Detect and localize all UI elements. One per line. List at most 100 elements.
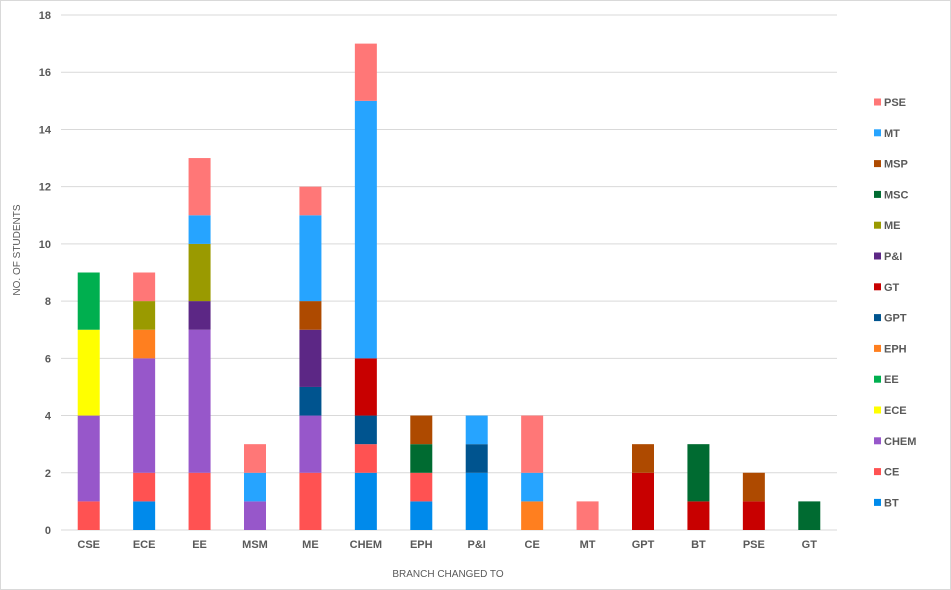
bar-segment-P&I-BT — [465, 472, 488, 530]
legend-label: P&I — [884, 251, 902, 263]
legend-item-MSP: MSP — [874, 159, 908, 171]
legend-swatch — [874, 375, 881, 383]
legend-label: MT — [884, 128, 900, 140]
legend-swatch — [874, 129, 881, 137]
bar-segment-EE-CHEM — [188, 329, 211, 473]
legend-item-EE: EE — [874, 374, 899, 386]
x-tick-label: ME — [302, 539, 319, 551]
bar-segment-GT-MSC — [798, 501, 821, 530]
y-tick-label: 4 — [45, 411, 52, 423]
legend-label: ECE — [884, 405, 907, 417]
legend-swatch — [874, 437, 881, 445]
y-tick-label: 16 — [39, 67, 51, 79]
bar-segment-CHEM-CE — [354, 444, 377, 473]
bar-segment-ECE-BT — [133, 501, 156, 530]
x-tick-label: GPT — [632, 539, 655, 551]
bar-segment-GPT-GT — [632, 472, 654, 530]
legend-label: EPH — [884, 343, 907, 355]
bar-segment-ECE-EPH — [133, 329, 156, 359]
bar-segment-PSE-MSP — [742, 472, 765, 502]
legend-swatch — [874, 160, 881, 168]
bar-segment-EE-ME — [188, 243, 211, 302]
x-tick-label: BT — [691, 539, 706, 551]
y-tick-labels: 0 2 4 6 8 10 12 14 16 18 — [39, 10, 52, 537]
legend-swatch — [874, 190, 881, 198]
legend-item-BT: BT — [874, 497, 899, 509]
bar-segment-EE-CE — [188, 472, 211, 530]
bar-segment-CHEM-GPT — [354, 415, 377, 445]
legend-swatch — [874, 498, 881, 506]
bar-segment-CHEM-BT — [354, 472, 377, 530]
y-tick-label: 14 — [39, 124, 52, 136]
bar-segment-EE-PSE — [188, 158, 211, 216]
bar-segment-GPT-MSP — [632, 444, 654, 473]
legend-item-MT: MT — [874, 128, 900, 140]
y-tick-label: 12 — [39, 182, 51, 194]
legend-item-P&I: P&I — [874, 251, 902, 263]
bar-segment-ME-P&I — [299, 329, 322, 387]
legend-swatch — [874, 252, 881, 260]
x-tick-label: GT — [802, 539, 818, 551]
bar-segment-ECE-PSE — [133, 272, 156, 302]
bar-segment-CSE-CE — [77, 501, 100, 530]
legend-item-CE: CE — [874, 467, 899, 479]
legend-label: PSE — [884, 97, 906, 109]
bar-segment-MT-PSE — [576, 501, 599, 530]
bar-segment-ECE-CE — [133, 472, 156, 502]
bar-segment-P&I-MT — [465, 415, 488, 445]
x-axis-label: BRANCH CHANGED TO — [392, 569, 504, 580]
bar-segment-EPH-CE — [410, 472, 433, 502]
bar-segment-MSM-MT — [244, 472, 266, 502]
bar-segment-MSM-CHEM — [244, 501, 266, 530]
legend-item-MSC: MSC — [874, 189, 909, 201]
legend-swatch — [874, 98, 881, 106]
legend-label: ME — [884, 220, 901, 232]
legend-swatch — [874, 468, 881, 476]
legend-item-CHEM: CHEM — [874, 436, 916, 448]
legend-swatch — [874, 344, 881, 352]
y-tick-label: 10 — [39, 239, 51, 251]
bar-segment-CHEM-PSE — [354, 43, 377, 101]
legend-label: BT — [884, 497, 899, 509]
bar-segment-ECE-ME — [133, 301, 156, 330]
bar-segment-CHEM-GT — [354, 358, 377, 416]
bar-segment-EPH-BT — [410, 501, 433, 530]
legend-item-GPT: GPT — [874, 313, 907, 325]
legend-item-PSE: PSE — [874, 97, 906, 109]
legend-label: CE — [884, 467, 899, 479]
bar-segment-CE-PSE — [521, 415, 544, 473]
x-tick-label: PSE — [743, 539, 765, 551]
bar-segment-BT-MSC — [687, 444, 710, 502]
bar-segment-P&I-GPT — [465, 444, 488, 473]
y-tick-label: 8 — [45, 296, 51, 308]
x-tick-labels: CSE ECE EE MSM ME CHEM EPH P&I CE MT GPT BT PSE GT — [77, 539, 817, 551]
x-tick-label: CSE — [77, 539, 100, 551]
bar-segment-ME-CE — [299, 472, 322, 530]
y-axis-label: NO. OF STUDENTS — [12, 204, 23, 295]
legend-swatch — [874, 314, 881, 322]
bar-segment-EPH-MSP — [410, 415, 433, 445]
bar-segment-ECE-CHEM — [133, 358, 156, 473]
bar-segment-EE-MT — [188, 215, 211, 244]
bar-segment-CHEM-MT — [354, 100, 377, 359]
bar-segment-EE-P&I — [188, 301, 211, 330]
bar-segment-CSE-CHEM — [77, 415, 100, 502]
legend-label: GT — [884, 282, 900, 294]
legend-label: MSP — [884, 159, 908, 171]
bar-segment-ME-CHEM — [299, 415, 322, 473]
x-tick-label: MSM — [242, 539, 268, 551]
bar-segment-ME-MT — [299, 215, 322, 302]
bar-segment-CE-EPH — [521, 501, 544, 530]
bar-segment-PSE-GT — [742, 501, 765, 530]
legend-item-ME: ME — [874, 220, 901, 232]
y-tick-label: 2 — [45, 468, 51, 480]
x-tick-label: CHEM — [350, 539, 382, 551]
x-tick-label: EPH — [410, 539, 433, 551]
y-tick-label: 0 — [45, 525, 51, 537]
bar-segment-ME-MSP — [299, 301, 322, 330]
bar-segment-CSE-EE — [77, 272, 100, 330]
x-tick-label: ECE — [133, 539, 156, 551]
x-tick-label: CE — [525, 539, 540, 551]
gridlines — [61, 14, 837, 531]
